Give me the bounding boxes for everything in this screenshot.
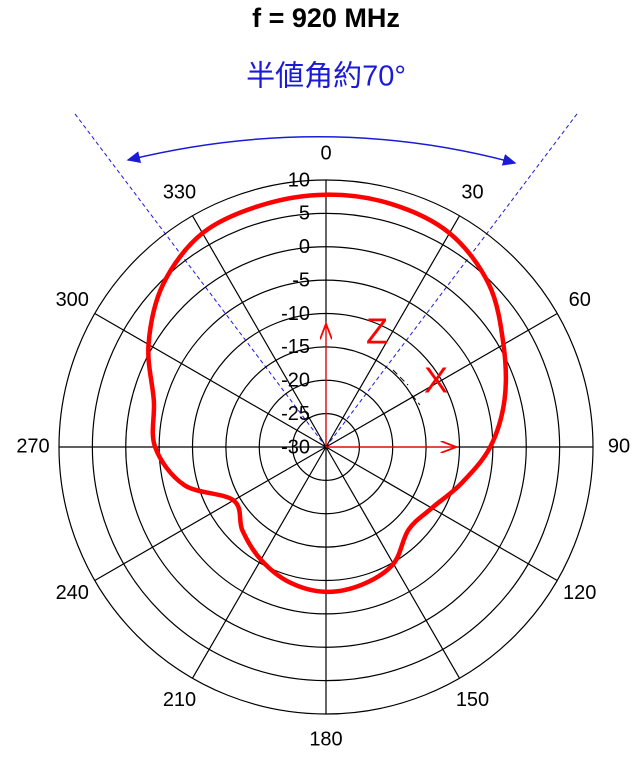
- chart-subtitle: 半値角約70°: [246, 60, 406, 93]
- theta-tick-label: 30: [461, 182, 483, 204]
- spoke: [191, 446, 327, 679]
- theta-tick-label: 150: [456, 689, 489, 711]
- r-tick-label: -10: [281, 303, 310, 325]
- spoke: [325, 215, 461, 448]
- beamwidth-arrow: [126, 136, 517, 166]
- theta-tick-label: 330: [163, 182, 196, 204]
- spoke: [325, 312, 558, 448]
- reference-line: [74, 112, 327, 448]
- spoke: [191, 215, 327, 448]
- r-tick-label: 0: [299, 236, 310, 258]
- r-tick-label: -5: [292, 269, 310, 291]
- pattern: [146, 192, 509, 595]
- theta-tick-label: 180: [309, 728, 342, 750]
- pattern-line: [146, 192, 509, 595]
- theta-tick-label: 60: [569, 289, 591, 311]
- r-tick-label: -25: [281, 403, 310, 425]
- r-tick-label: 5: [299, 203, 310, 225]
- theta-tick-label: 0: [320, 142, 331, 164]
- reference-line: [325, 112, 578, 448]
- theta-tick-label: 90: [608, 435, 630, 457]
- polar-grid: 0 30 60 90 120 150 180 210 240 270 300 330 10 5 0 -5 -10…: [16, 112, 630, 750]
- chart-title: f = 920 MHz: [252, 3, 400, 33]
- r-tick-label: -15: [281, 336, 310, 358]
- spoke: [325, 446, 558, 582]
- axis-dash: [392, 369, 409, 386]
- r-tick-label: -20: [281, 370, 310, 392]
- theta-tick-label: 300: [56, 289, 89, 311]
- axis-label-z: Z: [366, 311, 388, 352]
- axis-label-x: X: [424, 360, 448, 401]
- theta-tick-label: 120: [563, 582, 596, 604]
- spoke: [94, 312, 327, 448]
- r-tick-label: -30: [281, 436, 310, 458]
- theta-tick-label: 270: [16, 435, 49, 457]
- theta-tick-label: 210: [163, 689, 196, 711]
- r-tick-label: 10: [288, 169, 310, 191]
- spoke: [94, 446, 327, 582]
- theta-tick-label: 240: [56, 582, 89, 604]
- axis-dash: [411, 394, 421, 406]
- axes-overlay: Z X: [326, 311, 455, 447]
